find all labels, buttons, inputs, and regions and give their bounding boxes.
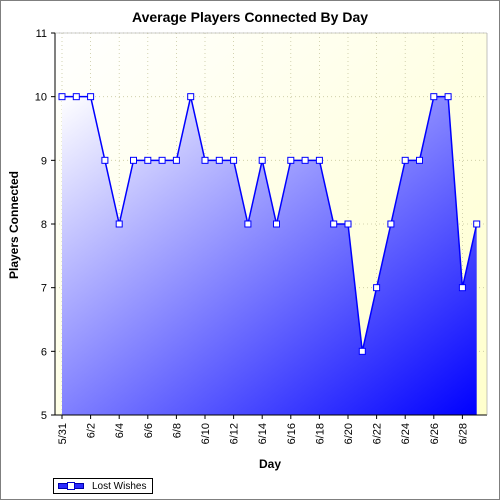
data-point (458, 284, 466, 292)
data-point (172, 156, 180, 164)
x-tick-label: 6/2 (86, 423, 98, 438)
x-tick-label: 6/4 (114, 423, 126, 438)
legend-label: Lost Wishes (92, 480, 147, 492)
data-point (373, 284, 381, 292)
data-point (430, 93, 438, 101)
data-point (273, 220, 280, 228)
data-point (144, 156, 152, 164)
data-point (315, 156, 323, 164)
data-point (444, 93, 452, 101)
y-tick-label: 8 (41, 219, 47, 231)
data-point (58, 93, 66, 101)
y-tick-label: 10 (35, 92, 47, 104)
data-point (287, 156, 295, 164)
x-tick-label: 6/20 (343, 423, 355, 444)
y-tick-label: 6 (41, 346, 47, 358)
chart-title: Average Players Connected By Day (131, 9, 369, 25)
data-point (387, 220, 395, 228)
y-tick-label: 5 (41, 410, 47, 422)
data-point (401, 156, 409, 164)
series-area (62, 96, 477, 416)
x-tick-label: 5/31 (57, 423, 69, 444)
data-point (330, 220, 338, 228)
data-point (158, 156, 166, 164)
legend-swatch (58, 482, 84, 490)
data-point (344, 220, 352, 228)
legend: Lost Wishes (53, 478, 154, 494)
data-point (244, 220, 252, 228)
data-point (230, 156, 238, 164)
data-point (215, 156, 223, 164)
y-tick-label: 11 (36, 28, 47, 40)
data-point (130, 156, 137, 164)
x-tick-label: 6/10 (200, 423, 212, 444)
data-point (416, 156, 423, 164)
x-tick-label: 6/18 (314, 423, 326, 444)
data-point (187, 93, 195, 101)
x-tick-label: 6/28 (457, 423, 469, 444)
data-point (101, 156, 109, 164)
x-tick-label: 6/22 (372, 423, 384, 444)
data-point (115, 220, 123, 228)
x-axis-label: Day (258, 457, 281, 471)
x-tick-label: 6/14 (257, 423, 269, 444)
data-point (87, 93, 95, 101)
data-point (258, 156, 266, 164)
x-tick-label: 6/26 (429, 423, 441, 444)
x-tick-label: 6/16 (286, 423, 298, 444)
x-tick-label: 6/12 (229, 423, 241, 444)
data-point (301, 156, 309, 164)
x-tick-label: 6/24 (400, 423, 412, 444)
data-point (201, 156, 209, 164)
data-point (72, 93, 80, 101)
x-tick-label: 6/8 (171, 423, 183, 438)
data-point (358, 347, 366, 355)
y-tick-label: 7 (41, 283, 47, 295)
y-tick-label: 9 (41, 155, 47, 167)
x-tick-label: 6/6 (143, 423, 155, 438)
data-point (473, 220, 481, 228)
